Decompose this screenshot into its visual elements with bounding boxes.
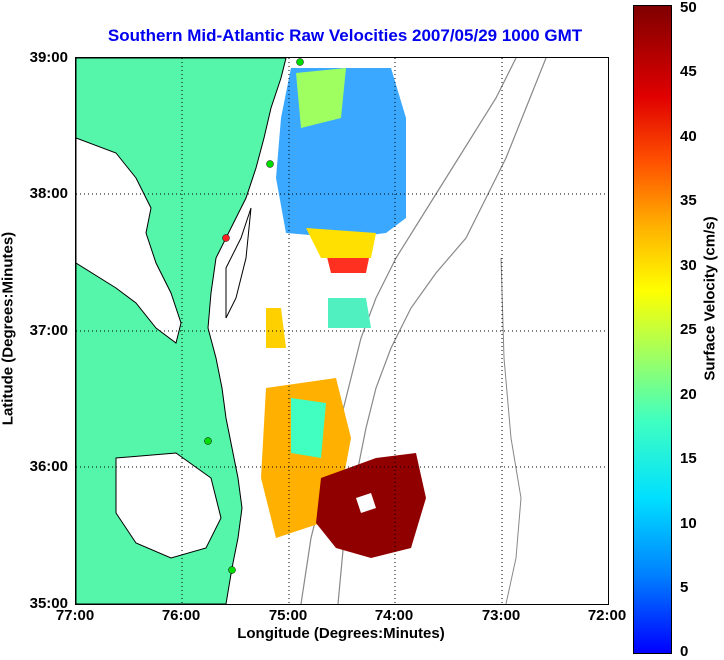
colorbar-label: Surface Velocity (cm/s) xyxy=(701,216,719,381)
colorbar xyxy=(633,5,672,654)
station-marker xyxy=(266,160,274,168)
y-tick-label: 37:00 xyxy=(29,322,68,339)
colorbar-tick: 0 xyxy=(680,643,689,660)
velocity-field-gulfstream-hole xyxy=(356,493,376,513)
x-axis-label: Longitude (Degrees:Minutes) xyxy=(237,625,445,642)
map-title: Southern Mid-Atlantic Raw Velocities 200… xyxy=(107,26,583,45)
colorbar-tick: 25 xyxy=(680,321,697,338)
colorbar-tick: 10 xyxy=(680,515,697,532)
x-tick-label: 73:00 xyxy=(481,607,521,624)
station-marker xyxy=(296,58,304,66)
x-tick-label: 74:00 xyxy=(374,607,414,624)
colorbar-tick: 30 xyxy=(680,257,697,274)
chesapeake-bay xyxy=(76,137,182,344)
y-tick-label: 39:00 xyxy=(29,49,68,66)
x-tick-label: 75:00 xyxy=(268,607,308,624)
velocity-field-north-edge xyxy=(296,68,346,128)
y-tick-label: 35:00 xyxy=(29,595,68,612)
map-canvas xyxy=(76,58,608,604)
station-marker xyxy=(228,566,236,574)
velocity-field-center xyxy=(328,298,371,328)
velocity-field-hatteras-cool xyxy=(291,398,326,458)
colorbar-tick: 40 xyxy=(680,128,697,145)
map-plot-area xyxy=(75,57,609,605)
colorbar-tick: 5 xyxy=(680,579,689,596)
colorbar-tick: 20 xyxy=(680,386,697,403)
bathymetry-contour xyxy=(500,257,522,604)
y-tick-label: 36:00 xyxy=(29,458,68,475)
grid-lines xyxy=(76,58,608,604)
y-axis-label: Latitude (Degrees:Minutes) xyxy=(0,231,17,426)
peninsula-coast xyxy=(225,207,252,319)
colorbar-tick: 35 xyxy=(680,192,697,209)
x-tick-label: 72:00 xyxy=(587,607,627,624)
velocity-field-north-mid xyxy=(306,228,376,258)
colorbar-tick: 45 xyxy=(680,63,697,80)
station-marker xyxy=(222,234,230,242)
colorbar-tick: 15 xyxy=(680,450,697,467)
pamlico-sound xyxy=(115,452,222,559)
colorbar-tick: 50 xyxy=(680,0,697,16)
y-tick-label: 38:00 xyxy=(29,185,68,202)
x-tick-label: 77:00 xyxy=(55,607,95,624)
station-marker xyxy=(204,437,212,445)
velocity-field-small xyxy=(266,308,286,348)
x-tick-label: 76:00 xyxy=(161,607,201,624)
